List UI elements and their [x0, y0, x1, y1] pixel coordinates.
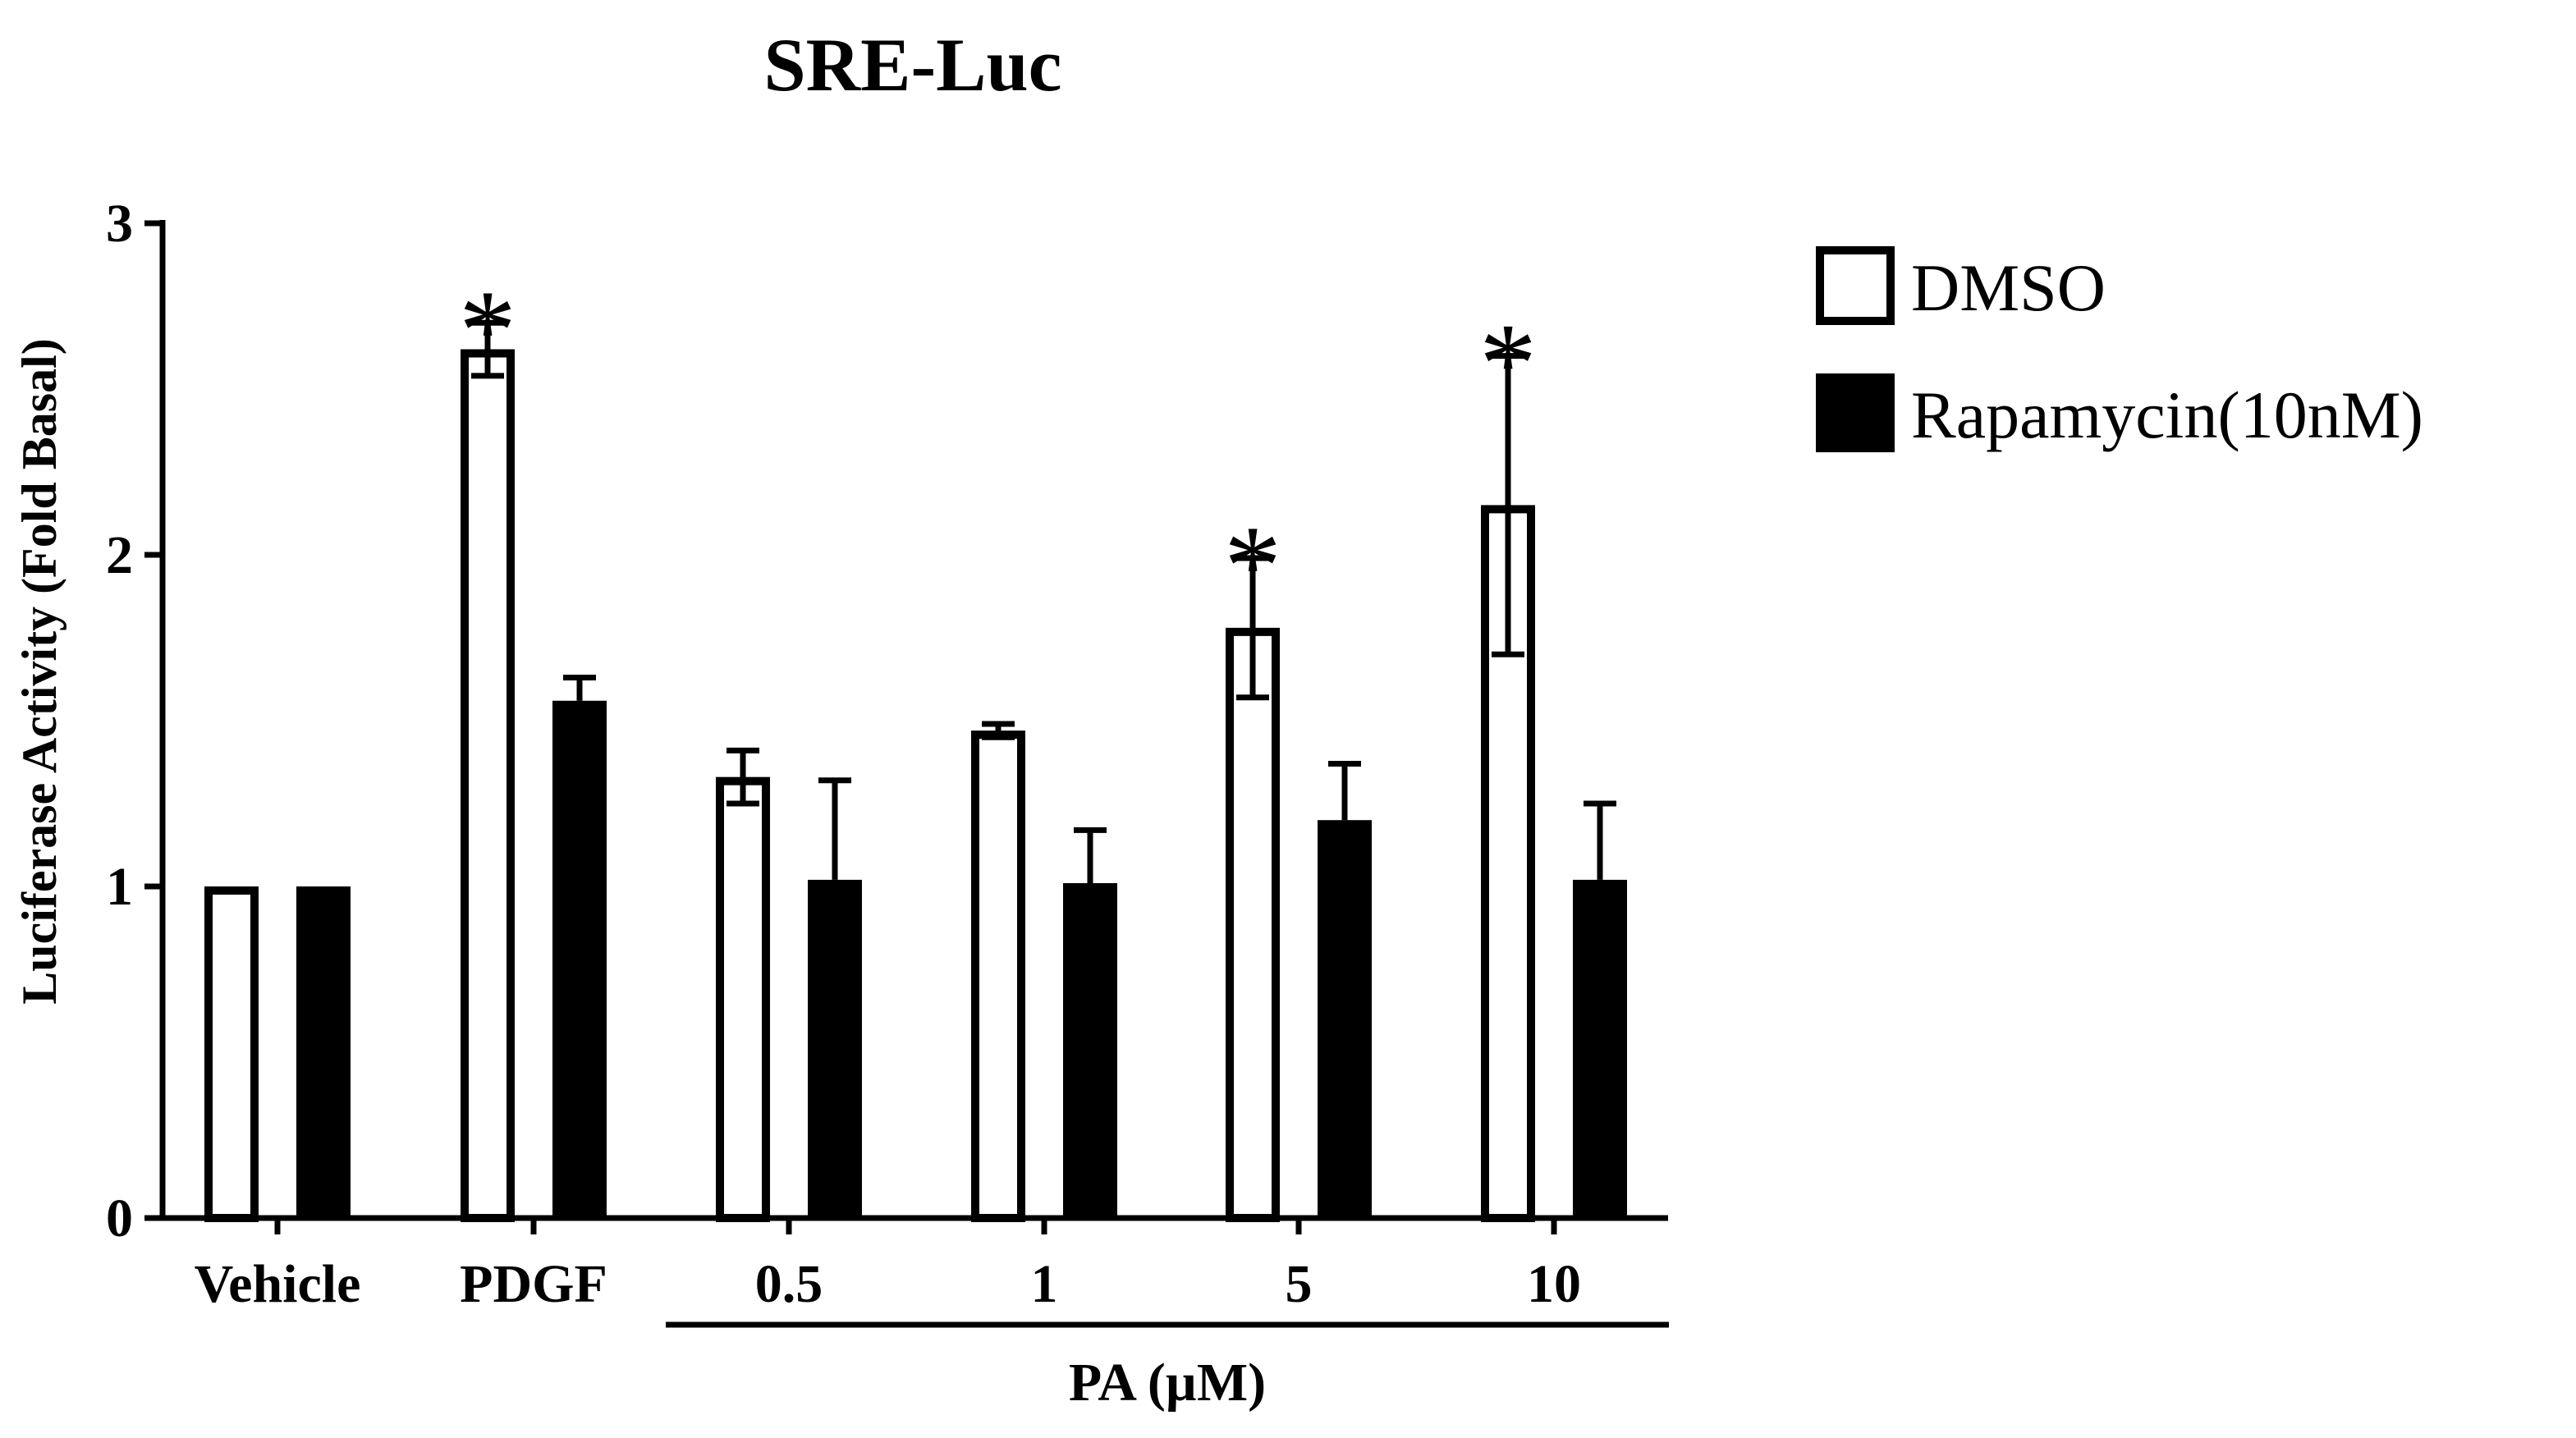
bar-rapamycin [552, 700, 607, 1218]
x-tick-labels: Vehicle PDGF 0.5 1 5 10 [195, 1254, 1581, 1314]
error-bars [471, 319, 1616, 883]
significance-star: * [459, 267, 516, 394]
x-tick-label: 5 [1286, 1254, 1313, 1314]
y-tick-label: 0 [106, 1188, 133, 1248]
bar-rapamycin [1573, 879, 1627, 1218]
significance-star: * [1224, 502, 1281, 630]
x-tick-label: 10 [1527, 1254, 1581, 1314]
significance-star: * [1479, 300, 1537, 428]
bar-rapamycin [296, 886, 351, 1218]
bar-dmso [971, 730, 1025, 1222]
x-tick-label: 0.5 [755, 1254, 823, 1314]
y-tick-labels: 0 1 2 3 [106, 194, 133, 1248]
chart-title: SRE-Luc [764, 23, 1062, 107]
legend-swatch-dmso [1816, 246, 1895, 325]
axes [144, 220, 1668, 1234]
legend-label: Rapamycin(10nM) [1911, 378, 2423, 452]
y-tick-label: 2 [106, 525, 133, 585]
y-axis-label: Luciferase Activity (Fold Basal) [12, 338, 66, 1005]
bar-rapamycin [808, 879, 862, 1218]
bar-dmso [204, 886, 259, 1222]
significance-marks: * * * [459, 267, 1537, 630]
pa-group-label: PA (µM) [1069, 1353, 1266, 1413]
bars [204, 349, 1627, 1222]
bar-rapamycin [1063, 882, 1117, 1218]
bar-rapamycin [1318, 820, 1372, 1218]
y-tick-label: 3 [106, 194, 133, 254]
y-tick-label: 1 [106, 857, 133, 917]
bar-dmso [1226, 627, 1280, 1222]
legend-swatch-rapamycin [1816, 373, 1895, 452]
bar-dmso [461, 349, 515, 1222]
x-tick-label: 1 [1031, 1254, 1058, 1314]
legend: DMSO Rapamycin(10nM) [1816, 246, 2423, 452]
x-tick-label: Vehicle [195, 1254, 361, 1314]
legend-label: DMSO [1911, 250, 2106, 325]
x-tick-label: PDGF [460, 1254, 607, 1314]
bar-dmso [716, 776, 770, 1222]
